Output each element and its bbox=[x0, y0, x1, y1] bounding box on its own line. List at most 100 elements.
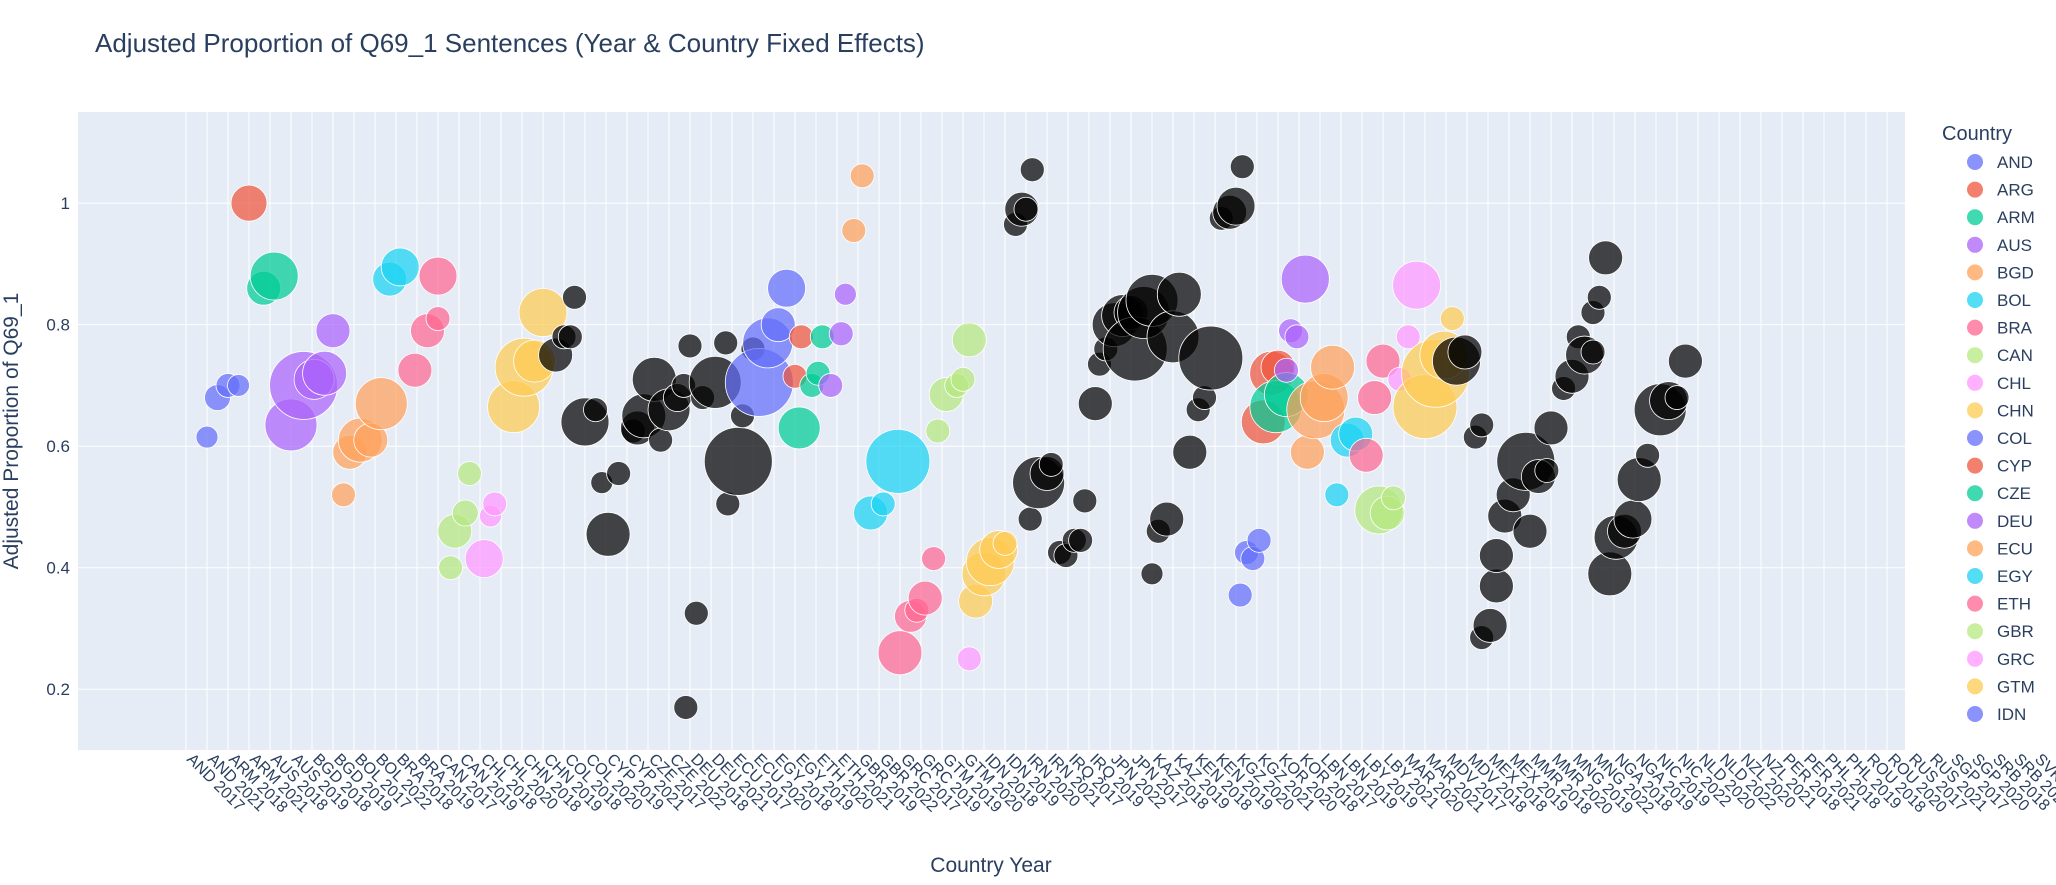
data-point bbox=[1310, 344, 1355, 390]
data-point bbox=[585, 511, 631, 557]
y-tick-label: 0.8 bbox=[46, 316, 70, 335]
legend-marker bbox=[1967, 568, 1983, 584]
data-point bbox=[834, 282, 857, 306]
data-point bbox=[877, 630, 923, 676]
data-point bbox=[1357, 380, 1392, 415]
data-point bbox=[418, 256, 458, 296]
legend-label: CHL bbox=[1997, 374, 2031, 393]
data-point bbox=[1439, 306, 1465, 331]
data-point bbox=[1348, 437, 1384, 473]
legend-label: CZE bbox=[1997, 484, 2031, 503]
data-point bbox=[464, 539, 504, 578]
data-point bbox=[354, 377, 408, 431]
legend-label: ETH bbox=[1997, 595, 2031, 614]
data-point bbox=[1290, 434, 1325, 470]
data-point bbox=[315, 313, 351, 349]
data-point bbox=[951, 322, 987, 358]
data-point bbox=[683, 600, 709, 626]
legend-label: GRC bbox=[1997, 650, 2035, 669]
y-tick-label: 0.2 bbox=[46, 680, 70, 699]
data-point bbox=[1072, 488, 1098, 514]
data-point bbox=[921, 546, 946, 571]
data-point bbox=[1472, 608, 1508, 643]
legend-marker bbox=[1967, 706, 1983, 722]
legend-label: AUS bbox=[1997, 236, 2032, 255]
data-point bbox=[425, 306, 451, 331]
y-tick-label: 0.4 bbox=[46, 559, 70, 578]
data-point bbox=[849, 163, 875, 189]
legend-label: IDN bbox=[1997, 705, 2026, 724]
legend-marker bbox=[1967, 209, 1983, 226]
legend-marker bbox=[1967, 512, 1983, 529]
data-point bbox=[841, 218, 867, 243]
legend-label: ARM bbox=[1997, 208, 2035, 227]
data-point bbox=[1588, 240, 1623, 276]
data-point bbox=[788, 324, 814, 350]
data-point bbox=[1229, 154, 1255, 180]
data-point bbox=[583, 397, 608, 423]
x-axis-title: Country Year bbox=[930, 854, 1051, 877]
data-point bbox=[518, 288, 568, 337]
y-tick-label: 1 bbox=[61, 194, 70, 213]
data-point bbox=[870, 491, 896, 517]
data-point bbox=[818, 373, 844, 398]
data-point bbox=[1178, 325, 1244, 391]
data-point bbox=[1246, 527, 1272, 553]
data-point bbox=[925, 418, 951, 444]
data-point bbox=[397, 352, 433, 388]
legend-label: ARG bbox=[1997, 181, 2034, 200]
legend-label: BRA bbox=[1997, 319, 2033, 338]
data-point bbox=[1274, 357, 1299, 383]
legend-marker bbox=[1967, 540, 1983, 557]
legend-marker bbox=[1967, 678, 1983, 695]
legend-label: GTM bbox=[1997, 677, 2035, 696]
data-point bbox=[230, 184, 268, 222]
data-point bbox=[1668, 343, 1703, 379]
legend-label: ECU bbox=[1997, 539, 2033, 558]
legend-items: AND ARG ARM AUS BGD BOL BRA CAN CHL CHN COL CYP CZE D… bbox=[1967, 153, 2035, 724]
legend-label: GBR bbox=[1997, 622, 2034, 641]
data-point bbox=[557, 324, 583, 350]
data-point bbox=[907, 580, 943, 616]
legend-title: Country bbox=[1942, 123, 2012, 145]
data-point bbox=[1512, 513, 1548, 549]
data-point bbox=[648, 427, 673, 453]
data-point bbox=[1469, 412, 1495, 438]
data-point bbox=[331, 482, 356, 508]
legend: Country AND ARG ARM AUS BGD BOL BRA CAN CHL CHN CO… bbox=[1942, 123, 2035, 724]
data-point bbox=[956, 646, 982, 672]
data-point bbox=[1580, 339, 1606, 365]
legend-marker bbox=[1967, 457, 1983, 474]
chart-title: Adjusted Proportion of Q69_1 Sentences (… bbox=[95, 28, 925, 58]
data-point bbox=[1149, 501, 1185, 537]
data-point bbox=[1479, 538, 1514, 573]
legend-marker bbox=[1967, 347, 1983, 364]
data-point bbox=[1392, 260, 1441, 310]
data-point bbox=[1019, 157, 1045, 183]
legend-marker bbox=[1967, 319, 1983, 336]
legend-marker bbox=[1967, 595, 1983, 612]
data-point bbox=[1227, 582, 1253, 608]
data-point bbox=[673, 695, 699, 720]
data-point bbox=[1017, 506, 1043, 532]
data-point bbox=[828, 321, 854, 347]
legend-marker bbox=[1967, 154, 1983, 170]
data-point bbox=[703, 426, 773, 496]
data-points bbox=[195, 154, 1703, 720]
data-point bbox=[1365, 343, 1401, 379]
legend-marker bbox=[1967, 430, 1983, 446]
data-point bbox=[950, 366, 976, 392]
legend-label: CYP bbox=[1997, 457, 2032, 476]
data-point bbox=[482, 491, 508, 517]
data-point bbox=[865, 428, 931, 494]
data-point bbox=[562, 284, 587, 310]
data-point bbox=[1216, 186, 1256, 226]
legend-label: BGD bbox=[1997, 263, 2034, 282]
legend-marker bbox=[1967, 402, 1983, 419]
legend-marker bbox=[1967, 650, 1983, 667]
data-point bbox=[677, 333, 703, 359]
data-point bbox=[713, 330, 739, 356]
data-point bbox=[1077, 386, 1113, 422]
